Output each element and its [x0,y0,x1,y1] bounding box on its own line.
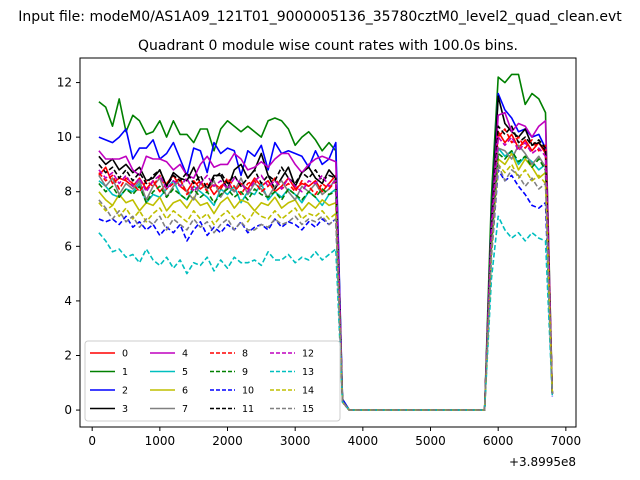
x-tick-label: 1000 [145,434,176,448]
y-tick-label: 2 [64,348,72,362]
x-tick-label: 2000 [212,434,243,448]
legend-label-2: 2 [122,386,128,397]
legend-label-10: 10 [242,386,254,397]
legend-label-1: 1 [122,367,128,378]
legend-label-13: 13 [302,367,314,378]
y-tick-label: 8 [64,185,72,199]
legend-label-8: 8 [242,349,248,360]
y-axis: 0 2 4 6 8 10 12 [57,76,80,417]
x-tick-label: 3000 [280,434,311,448]
x-offset-label: +3.8995e8 [509,455,576,469]
plot-frame [79,57,577,428]
y-tick-label: 0 [64,403,72,417]
legend-label-9: 9 [242,367,248,378]
series-line-15 [98,163,554,411]
x-tick-label: 4000 [348,434,379,448]
y-tick-label: 10 [57,130,72,144]
y-tick-label: 4 [64,294,72,308]
series-layer [98,73,554,411]
x-tick-label: 6000 [483,434,514,448]
chart-title: Quadrant 0 module wise count rates with … [138,38,518,54]
legend-box [84,340,341,422]
legend-label-14: 14 [302,386,314,397]
legend-label-11: 11 [242,404,254,415]
x-axis: 0 1000 2000 3000 4000 5000 6000 7000 [88,427,581,448]
x-tick-label: 0 [88,434,96,448]
legend-label-3: 3 [122,404,128,415]
x-tick-label: 5000 [415,434,446,448]
legend-label-12: 12 [302,349,314,360]
x-tick-label: 7000 [551,434,582,448]
y-tick-label: 12 [57,76,72,90]
y-tick-label: 6 [64,239,72,253]
legend-label-5: 5 [182,367,188,378]
legend-label-15: 15 [302,404,314,415]
legend-label-6: 6 [182,386,188,397]
legend-label-4: 4 [182,349,188,360]
legend-label-0: 0 [122,349,128,360]
legend-label-7: 7 [182,404,188,415]
figure-suptitle: Input file: modeM0/AS1A09_121T01_9000005… [18,9,622,25]
